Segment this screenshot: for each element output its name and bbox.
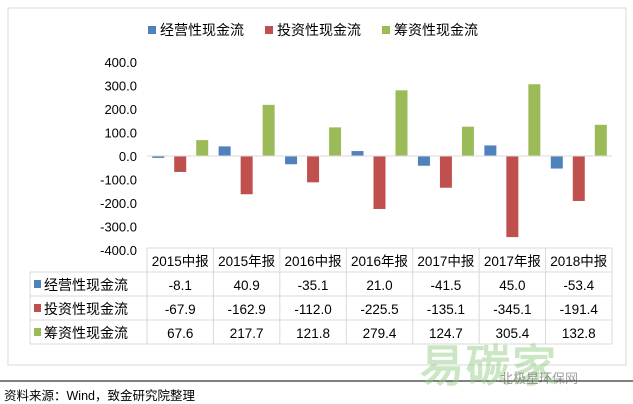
bar-3	[196, 140, 209, 156]
table-category-label: 2016中报	[285, 254, 342, 269]
table-category-label: 2015中报	[152, 254, 209, 269]
bar-1	[285, 156, 298, 165]
bar-1	[550, 156, 563, 169]
table-value: -162.9	[228, 302, 266, 317]
legend-label: 投资性现金流	[277, 22, 361, 38]
legend-swatch	[148, 26, 156, 34]
bar-3	[262, 104, 275, 156]
bar-1	[484, 145, 497, 156]
chart-frame	[7, 7, 627, 366]
table-series-label: 筹资性现金流	[44, 325, 128, 341]
table-value: -225.5	[360, 302, 398, 317]
table-category-label: 2018中报	[550, 254, 607, 269]
table-value: 217.7	[230, 326, 264, 341]
table-value: 40.9	[234, 278, 260, 293]
watermark-logo: 易碳家	[420, 342, 558, 391]
table-value: 124.7	[429, 326, 463, 341]
table-value: 121.8	[296, 326, 330, 341]
table-series-label: 投资性现金流	[44, 301, 128, 317]
table-value: -112.0	[294, 302, 331, 317]
table-category-label: 2017中报	[417, 254, 474, 269]
table-value: 132.8	[562, 326, 596, 341]
table-value: 21.0	[366, 278, 392, 293]
table-value: -67.9	[165, 302, 196, 317]
table-category-label: 2015年报	[218, 254, 275, 269]
y-tick-label: 300.0	[104, 79, 137, 94]
table-value: -8.1	[169, 278, 192, 293]
bar-3	[461, 126, 474, 156]
source-note: 资料来源：Wind，致金研究院整理	[4, 389, 195, 403]
y-tick-label: -200.0	[100, 196, 137, 211]
bar-2	[174, 156, 187, 172]
table-legend-swatch	[34, 304, 41, 312]
legend-swatch	[265, 26, 273, 34]
legend-label: 筹资性现金流	[394, 22, 478, 38]
bar-3	[594, 124, 607, 156]
bar-2	[439, 156, 452, 188]
bar-3	[395, 90, 408, 156]
bar-1	[218, 146, 231, 156]
bar-1	[417, 156, 430, 166]
table-value: 45.0	[499, 278, 525, 293]
table-value: -35.1	[298, 278, 329, 293]
table-value: 305.4	[495, 326, 529, 341]
legend-label: 经营性现金流	[160, 22, 244, 38]
bar-2	[572, 156, 585, 201]
y-tick-label: 0.0	[119, 149, 137, 164]
y-tick-label: -300.0	[100, 220, 137, 235]
table-value: 67.6	[167, 326, 193, 341]
table-category-label: 2016年报	[351, 254, 408, 269]
table-legend-swatch	[34, 280, 41, 288]
bar-1	[152, 156, 165, 158]
table-legend-swatch	[34, 328, 41, 336]
bar-2	[506, 156, 519, 238]
y-tick-label: 200.0	[104, 102, 137, 117]
watermark-text: 北极星环保网	[500, 371, 579, 386]
bar-2	[240, 156, 253, 195]
bar-2	[373, 156, 386, 209]
bar-3	[329, 127, 342, 156]
table-value: -53.4	[563, 278, 594, 293]
bar-1	[351, 151, 364, 156]
table-value: -345.1	[493, 302, 531, 317]
y-tick-label: -100.0	[100, 173, 137, 188]
bar-2	[307, 156, 320, 183]
y-tick-label: 100.0	[104, 126, 137, 141]
y-tick-label: 400.0	[104, 55, 137, 70]
legend-swatch	[382, 26, 390, 34]
table-value: -191.4	[560, 302, 599, 317]
table-value: -41.5	[431, 278, 462, 293]
table-value: -135.1	[427, 302, 465, 317]
y-tick-label: -400.0	[100, 243, 137, 258]
table-category-label: 2017年报	[484, 254, 541, 269]
table-series-label: 经营性现金流	[44, 277, 128, 293]
bar-3	[528, 84, 541, 156]
table-value: 279.4	[363, 326, 397, 341]
